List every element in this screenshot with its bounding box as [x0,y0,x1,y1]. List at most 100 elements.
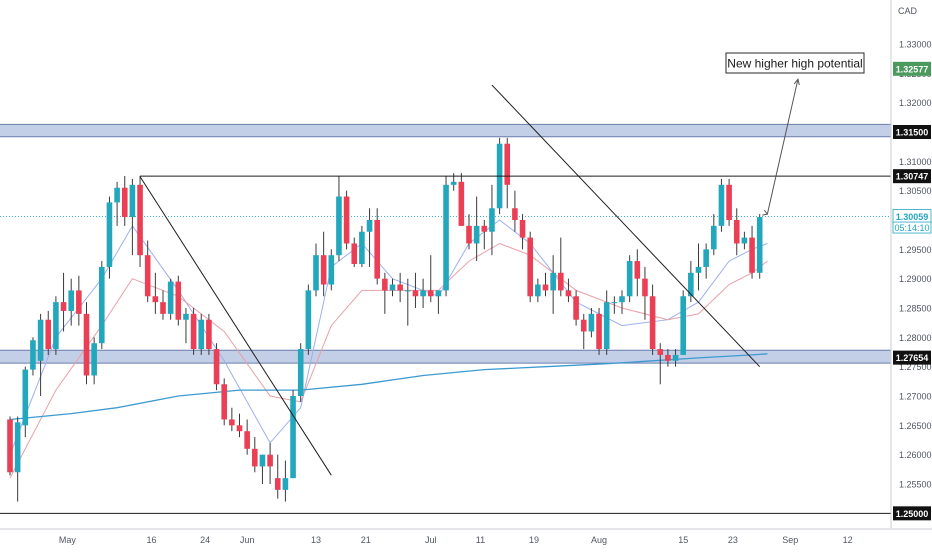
price-label-level: 1.30747 [893,169,931,184]
candle-41 [320,231,327,297]
price-label-text: 1.32577 [896,64,929,74]
price-label-text: 1.30059 [896,212,929,222]
candle-65 [504,137,511,209]
candle-4 [37,313,44,396]
candle-8 [68,278,74,326]
price-label-level: 1.27654 [893,350,931,365]
candle-body [114,187,120,203]
drawn-lines [0,84,891,514]
price-label-text: 1.27654 [896,353,929,363]
price-label-text: 1.25000 [896,509,929,519]
price-label-level: 1.31500 [893,125,931,139]
candle-19 [152,272,159,314]
zone-0 [0,124,891,137]
forecast-arrow-line [766,79,799,215]
candle-body [229,419,235,426]
candle-36 [282,460,289,502]
candle-74 [573,290,579,326]
price-label-bg [893,350,931,365]
candle-18 [144,240,151,303]
candle-52 [405,278,411,326]
candle-73 [565,278,572,303]
candle-body [688,272,694,297]
price-label-bg [893,169,931,184]
candle-70 [542,272,549,297]
candle-body [198,319,205,350]
candle-body [603,302,610,350]
candle-body [443,184,449,291]
forecast-arrow-head [793,78,800,86]
candle-40 [313,243,319,297]
x-tick-label: 21 [361,535,371,545]
candle-51 [397,272,403,303]
y-tick-label: 1.28500 [899,304,932,314]
candle-body [657,349,664,355]
candle-body [634,261,641,279]
annotation-box [725,52,865,74]
y-tick-label: 1.27500 [899,362,932,372]
candle-53 [412,272,419,308]
candle-89 [688,261,694,303]
trendline-1 [491,84,761,368]
candle-body [129,184,136,218]
candle-body [726,184,732,220]
y-tick-label: 1.31000 [899,157,932,167]
candle-body [175,281,182,320]
x-tick-label: 11 [476,535,485,545]
candle-body [76,290,82,314]
candle-72 [558,237,564,297]
candle-body [366,220,373,232]
x-tick-label: Sep [782,535,798,545]
price-label-text: 1.30747 [896,172,929,182]
candle-body [695,266,702,273]
candlesticks [7,137,763,502]
candle-6 [53,296,59,355]
candle-body [22,369,29,426]
candle-body [53,302,59,350]
candle-body [405,290,411,292]
candle-78 [603,290,610,355]
candle-17 [137,176,143,267]
candle-body [565,290,572,297]
candle-body [305,290,312,350]
y-tick-label: 1.33000 [899,40,932,50]
y-tick-label: 1.29500 [899,245,932,255]
price-label-text: 1.31500 [896,128,929,138]
candle-87 [672,349,679,367]
candle-33 [259,454,266,484]
candle-5 [45,310,52,355]
candle-68 [527,231,533,303]
candle-75 [580,313,587,350]
price-label-text: 05:14:10 [894,223,929,233]
candle-46 [359,225,365,267]
candle-body [389,284,396,291]
candle-43 [336,176,342,262]
candle-body [30,340,36,370]
candle-body [412,290,419,297]
candle-22 [175,275,182,326]
y-tick-label: 1.27000 [899,392,932,402]
candle-31 [244,419,250,455]
candle-body [167,281,174,314]
candle-body [649,296,656,350]
candle-83 [642,266,648,320]
price-label-bg [893,125,931,139]
candle-96 [741,231,748,250]
candle-29 [229,407,235,432]
candle-42 [328,249,335,291]
x-tick-label: 24 [200,535,210,545]
candle-body [297,349,304,396]
candle-body [328,255,335,285]
candle-69 [535,278,541,303]
annotation-text: New higher high potential [727,57,862,71]
candle-body [259,454,266,467]
price-label-current-marker: 1.32577 [893,61,931,76]
zone-1 [0,350,891,364]
candle-95 [733,208,740,256]
y-tick-label: 1.28000 [899,333,932,343]
candle-body [741,237,748,244]
candle-body [313,255,319,291]
